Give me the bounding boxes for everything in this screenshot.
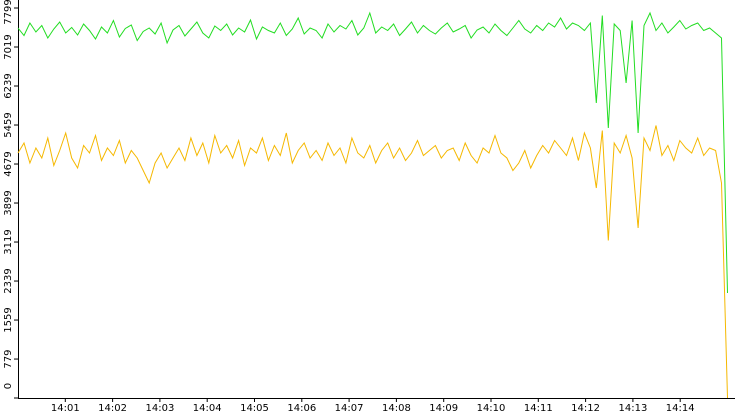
x-tick-label: 14:05 xyxy=(240,403,269,414)
x-tick-label: 14:01 xyxy=(51,403,80,414)
x-tick-label: 14:07 xyxy=(335,403,364,414)
y-tick-label: 6239 xyxy=(3,73,14,98)
x-tick-label: 14:13 xyxy=(618,403,647,414)
y-tick-label: 3899 xyxy=(3,190,14,215)
y-tick-label: 4679 xyxy=(3,151,14,176)
y-tick-label: 779 xyxy=(3,349,14,368)
x-tick-label: 14:04 xyxy=(193,403,222,414)
series-line xyxy=(17,125,728,399)
y-tick-label: 7019 xyxy=(3,34,14,59)
x-tick-label: 14:11 xyxy=(524,403,553,414)
y-tick-label: 0 xyxy=(3,383,14,389)
x-tick-label: 14:06 xyxy=(287,403,316,414)
x-tick-label: 14:14 xyxy=(666,403,695,414)
x-tick-label: 14:09 xyxy=(429,403,458,414)
y-tick-label: 2339 xyxy=(3,268,14,293)
series-line xyxy=(17,11,728,294)
y-tick-label: 3119 xyxy=(3,229,14,254)
x-tick-label: 14:03 xyxy=(145,403,174,414)
y-tick-label: 5459 xyxy=(3,112,14,137)
y-tick-label: 7799 xyxy=(3,0,14,25)
x-tick-label: 14:10 xyxy=(477,403,506,414)
y-tick-label: 1559 xyxy=(3,307,14,332)
x-tick-label: 14:02 xyxy=(98,403,127,414)
x-tick-label: 14:08 xyxy=(382,403,411,414)
x-tick-label: 14:12 xyxy=(571,403,600,414)
